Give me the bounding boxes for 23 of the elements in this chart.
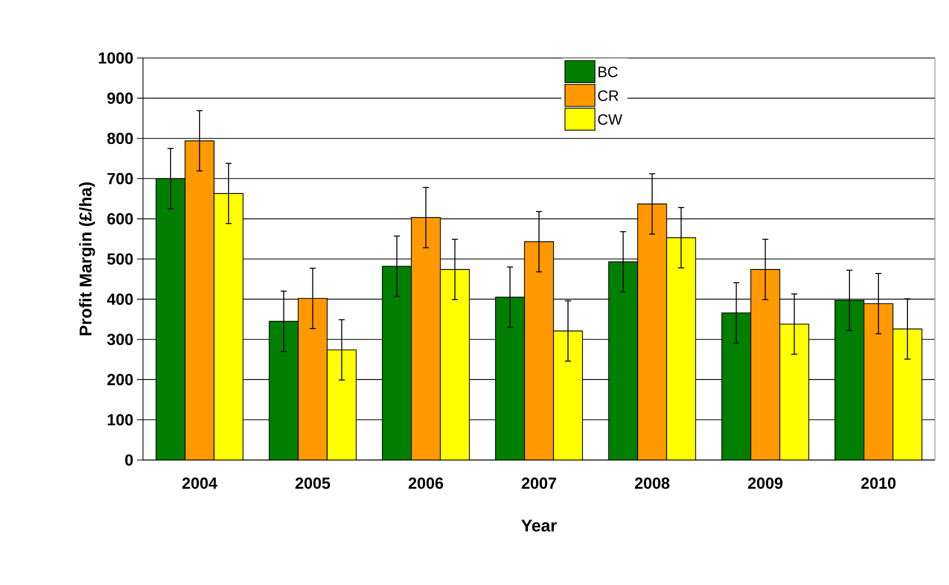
y-tick-label: 0: [125, 454, 133, 466]
x-tick-label: 2010: [861, 478, 896, 489]
y-tick-label: 200: [107, 374, 133, 386]
legend-label: CW: [598, 114, 622, 125]
legend-label: CR: [598, 90, 618, 102]
x-tick-label: 2007: [522, 478, 556, 489]
y-tick-label: 500: [107, 253, 133, 265]
y-tick-label: 1000: [98, 52, 133, 64]
y-tick-label: 700: [107, 172, 133, 184]
y-tick-label: 300: [107, 334, 133, 346]
y-tick-label: 100: [108, 414, 133, 426]
y-tick-label: 800: [107, 132, 133, 144]
x-tick-label: 2009: [748, 478, 782, 489]
x-tick-label: 2004: [182, 478, 218, 489]
x-tick-label: 2006: [408, 478, 444, 489]
y-tick-label: 900: [107, 92, 133, 104]
x-tick-label: 2005: [295, 478, 330, 489]
legend-label: BC: [598, 66, 618, 78]
x-axis-title: Year: [521, 520, 557, 532]
y-tick-label: 400: [107, 294, 133, 305]
y-axis-title: Profit Margin (£/ha): [79, 182, 96, 336]
y-tick-label: 600: [107, 213, 133, 224]
x-tick-label: 2008: [634, 478, 670, 489]
